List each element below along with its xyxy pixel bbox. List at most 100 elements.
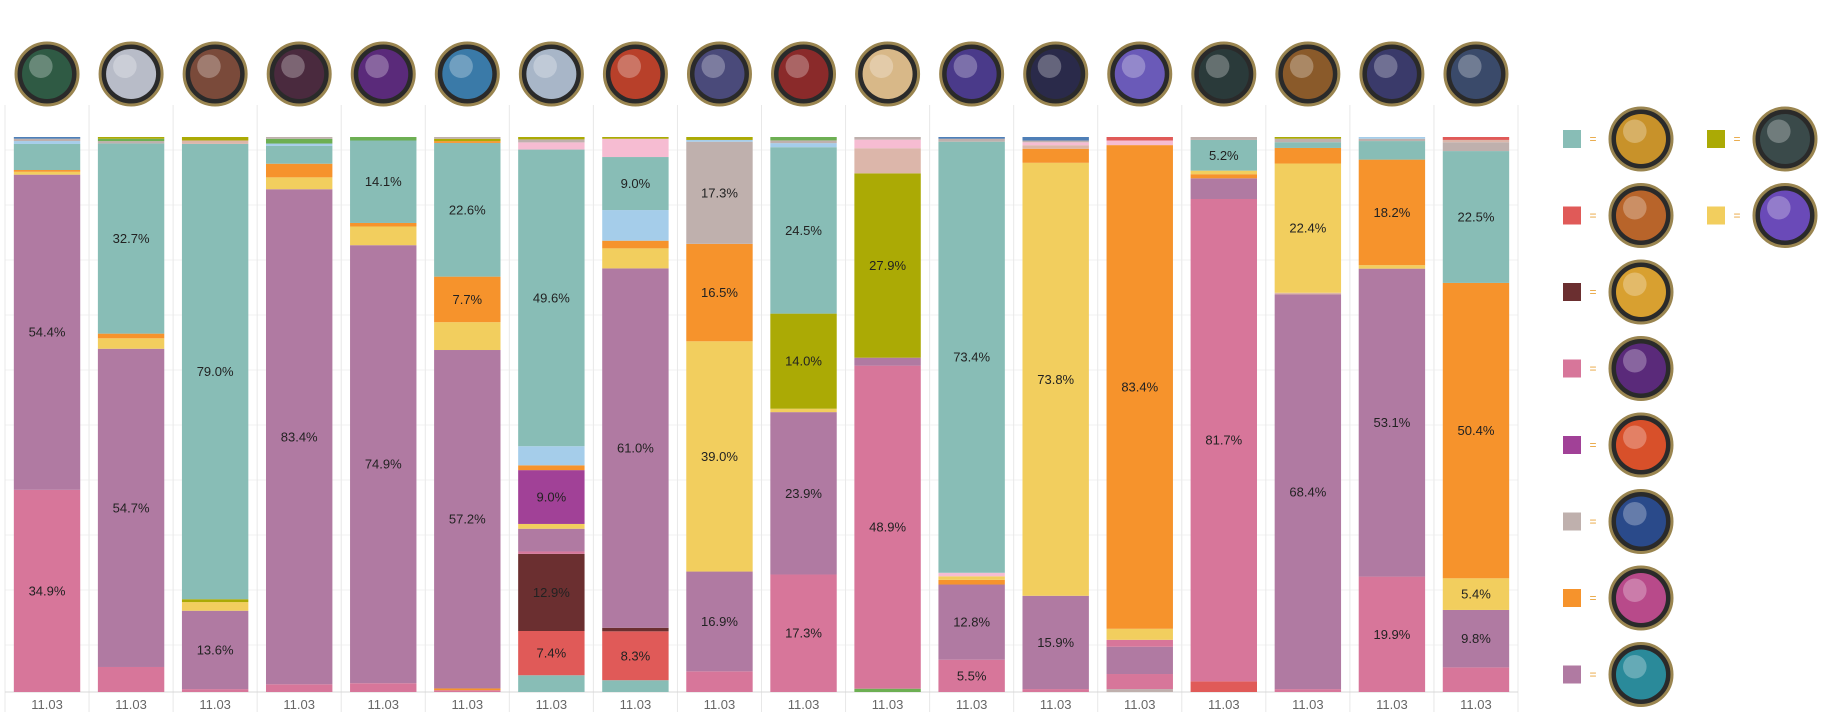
bar-segment xyxy=(434,688,501,691)
x-tick-label: 11.03 xyxy=(536,697,568,712)
legend-equals-sign: = xyxy=(1589,591,1596,605)
bar-segment xyxy=(1022,595,1089,690)
pink-champion-icon xyxy=(1608,565,1674,631)
bar-segment xyxy=(265,177,333,190)
bar-segment xyxy=(1358,159,1426,266)
x-tick-label: 11.03 xyxy=(367,697,399,712)
segment-value-label: 83.4% xyxy=(281,429,318,444)
bar-segment xyxy=(1442,282,1510,579)
segment-value-label: 83.4% xyxy=(1121,379,1158,394)
bar-segment xyxy=(350,140,417,223)
bar-segment xyxy=(97,141,165,144)
bar-segment xyxy=(1022,162,1089,596)
bar-segment xyxy=(854,173,921,358)
bar-segment xyxy=(265,143,333,146)
bar-segment xyxy=(97,143,165,334)
sun-medallion-icon xyxy=(1608,259,1674,325)
bar-segment xyxy=(1274,142,1342,148)
legend-swatch xyxy=(1563,512,1581,531)
bar-segment xyxy=(1106,639,1173,647)
segment-value-label: 68.4% xyxy=(1289,484,1326,499)
bar-segment xyxy=(1358,265,1426,269)
segment-value-label: 17.3% xyxy=(701,185,738,200)
bar-segment xyxy=(97,348,165,667)
segment-value-label: 17.3% xyxy=(785,626,822,641)
champion-icon-17 xyxy=(1359,41,1425,107)
bar-segment xyxy=(13,174,81,490)
bar-segment xyxy=(1274,689,1342,692)
legend-equals-sign: = xyxy=(1589,515,1596,529)
segment-value-label: 16.5% xyxy=(701,285,738,300)
segment-value-label: 7.7% xyxy=(452,292,482,307)
bar-segment xyxy=(265,145,333,164)
bar-segment xyxy=(265,163,333,178)
segment-value-label: 49.6% xyxy=(533,290,570,305)
bar-segment xyxy=(1190,198,1257,682)
bar-segment xyxy=(13,171,81,175)
legend-equals-sign: = xyxy=(1589,132,1596,146)
segment-value-label: 9.8% xyxy=(1461,631,1491,646)
segment-value-label: 22.6% xyxy=(449,202,486,217)
x-tick-label: 11.03 xyxy=(704,697,736,712)
bar-segment xyxy=(518,631,585,676)
bar-segment xyxy=(770,147,837,314)
x-tick-label: 11.03 xyxy=(1040,697,1072,712)
bar-segment xyxy=(1274,292,1342,295)
segment-value-label: 13.6% xyxy=(197,642,234,657)
bar-segment xyxy=(13,137,81,139)
segment-value-label: 39.0% xyxy=(701,449,738,464)
bar-segment xyxy=(350,222,417,227)
segment-value-label: 15.9% xyxy=(1037,635,1074,650)
bar-segment xyxy=(938,579,1005,585)
bar-segment xyxy=(1358,138,1426,142)
bar-segment xyxy=(686,139,753,142)
x-tick-label: 11.03 xyxy=(1460,697,1492,712)
legend-swatch xyxy=(1563,359,1581,378)
bar-segment xyxy=(854,137,921,140)
legend-equals-sign: = xyxy=(1589,362,1596,376)
bar-segment xyxy=(854,357,921,366)
bar-segment xyxy=(1022,140,1089,143)
bar-segment xyxy=(13,141,81,144)
bar-segment xyxy=(1106,628,1173,640)
bar-segment xyxy=(265,189,333,685)
bar-segment xyxy=(518,142,585,150)
bar-segment xyxy=(1106,646,1173,675)
bar-segment xyxy=(1274,294,1342,690)
cyan-champion-icon xyxy=(1608,642,1674,707)
segment-value-label: 81.7% xyxy=(1205,433,1242,448)
segment-value-label: 5.4% xyxy=(1461,587,1491,602)
bar-segment xyxy=(1190,681,1257,692)
bar-segment xyxy=(1358,268,1426,577)
champion-icon-9 xyxy=(686,41,752,107)
bar-segment xyxy=(938,572,1005,577)
segment-value-label: 61.0% xyxy=(617,441,654,456)
bar-segment xyxy=(1442,137,1510,140)
qiyana-icon xyxy=(1275,41,1341,107)
legend-swatch xyxy=(1563,283,1581,301)
bar-segment xyxy=(1022,137,1089,141)
bar-segment xyxy=(938,138,1005,142)
segment-value-label: 14.0% xyxy=(785,354,822,369)
bar-segment xyxy=(602,248,669,269)
bar-segment xyxy=(350,245,417,684)
bar-segment xyxy=(518,470,585,524)
bar-segment xyxy=(350,137,417,141)
bar-segment xyxy=(1442,578,1510,610)
red-burst-icon xyxy=(1608,412,1674,478)
segment-value-label: 9.0% xyxy=(621,176,651,191)
legend-swatch xyxy=(1563,436,1581,454)
bar-segment xyxy=(97,333,165,339)
bar-segment xyxy=(686,571,753,672)
bar-segment xyxy=(1358,576,1426,692)
bar-segment xyxy=(1274,137,1342,139)
segment-value-label: 16.9% xyxy=(701,614,738,629)
bar-segment xyxy=(181,602,249,611)
bar-segment xyxy=(518,528,585,552)
bar-segment xyxy=(350,683,417,692)
legend-swatch xyxy=(1707,130,1725,148)
bar-segment xyxy=(938,659,1005,692)
x-tick-label: 11.03 xyxy=(452,697,484,712)
bar-segment xyxy=(602,268,669,628)
bar-segment xyxy=(1022,148,1089,163)
